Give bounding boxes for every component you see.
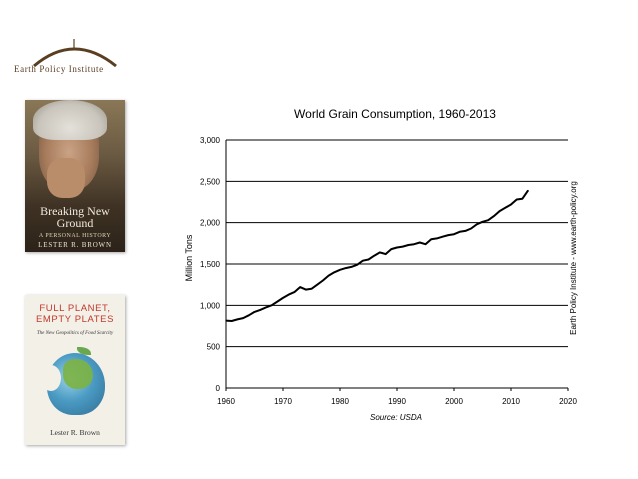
book-cover-full-planet-empty-plates: FULL PLANET, EMPTY PLATES The New Geopol… [25,295,125,445]
data-point-2005 [481,221,484,223]
data-point-1987 [379,251,381,254]
x-tick-label: 1970 [274,397,292,406]
y-axis-label: Million Tons [184,234,194,281]
data-point-2013 [527,189,529,192]
data-point-2007 [493,215,495,217]
data-point-1974 [305,289,307,291]
data-point-2004 [476,223,478,225]
data-point-1990 [396,246,398,249]
data-point-1982 [350,266,352,268]
data-points [225,189,529,322]
data-point-1968 [271,304,273,306]
data-point-1976 [316,284,318,286]
side-credit: Earth Policy Institute - www.earth-polic… [569,181,578,335]
data-point-1994 [419,241,421,244]
data-point-2000 [453,233,455,235]
data-point-1988 [385,253,387,255]
chart-title: World Grain Consumption, 1960-2013 [294,107,496,121]
y-tick-label: 2,000 [200,219,221,228]
data-point-1993 [413,243,415,245]
data-point-1967 [265,306,267,308]
x-tick-label: 1960 [217,397,235,406]
data-point-1978 [328,274,330,277]
x-tick-labels: 1960 1970 1980 1990 2000 2010 2020 [217,397,577,406]
data-point-2008 [499,210,501,212]
y-tick-label: 500 [207,343,221,352]
data-point-1975 [310,288,313,290]
x-tick-label: 2020 [559,397,577,406]
data-point-1995 [424,243,427,245]
data-point-2010 [510,203,512,206]
x-tick-label: 1980 [331,397,349,406]
data-point-1969 [276,301,278,303]
data-point-1984 [362,260,364,262]
data-point-2003 [470,227,472,230]
data-point-1997 [436,237,438,239]
data-point-1991 [402,246,404,248]
data-point-2009 [504,207,506,209]
book-title: FULL PLANET, EMPTY PLATES [35,303,115,325]
data-point-1973 [299,286,301,288]
data-point-2001 [459,231,461,233]
data-point-1979 [333,271,335,273]
data-point-1960 [225,320,227,322]
y-tick-label: 1,500 [200,260,221,269]
y-tick-labels: 0 500 1,000 1,500 2,000 2,500 3,000 [200,136,221,393]
grid-layer [225,139,569,391]
data-point-1983 [356,264,358,266]
logo-text: Earth Policy Institute [14,64,104,74]
data-point-1965 [253,311,256,313]
y-tick-label: 1,000 [200,301,221,310]
x-tick-label: 2000 [445,397,463,406]
data-point-1977 [322,279,324,282]
y-tick-label: 3,000 [200,136,221,145]
book-author: LESTER R. BROWN [38,241,112,249]
book-cover-breaking-new-ground: Breaking New Ground A PERSONAL HISTORY L… [25,100,125,252]
data-point-2011 [516,198,518,201]
data-point-1999 [447,234,449,236]
data-point-1996 [430,238,432,240]
book-author: Lester R. Brown [50,428,100,437]
data-point-1981 [345,267,347,269]
earth-policy-logo [33,39,117,68]
y-tick-label: 2,500 [200,177,221,186]
data-point-1971 [288,293,290,296]
data-point-1985 [367,258,370,261]
x-tick-label: 2010 [502,397,520,406]
data-point-1998 [442,236,444,238]
data-point-1972 [293,291,295,293]
data-point-1980 [339,269,341,271]
data-point-1963 [242,317,244,319]
data-point-1986 [373,255,375,257]
data-point-1989 [390,248,392,250]
book-subtitle: The New Geopolitics of Food Scarcity [36,331,114,336]
data-point-1964 [248,314,250,316]
x-tick-label: 1990 [388,397,406,406]
data-point-1961 [231,320,233,322]
data-point-1992 [407,244,409,246]
source-note: Source: USDA [370,413,422,422]
data-point-1962 [236,318,238,320]
data-point-2002 [464,230,466,232]
book-title: Breaking New Ground [40,204,110,230]
book-subtitle: A PERSONAL HISTORY [38,233,112,239]
data-point-2006 [487,219,489,221]
series-line [225,189,529,322]
y-tick-label: 0 [216,384,221,393]
data-point-1966 [259,309,261,311]
leaf-icon [77,347,91,355]
data-point-2012 [521,198,524,200]
data-point-1970 [282,297,284,299]
